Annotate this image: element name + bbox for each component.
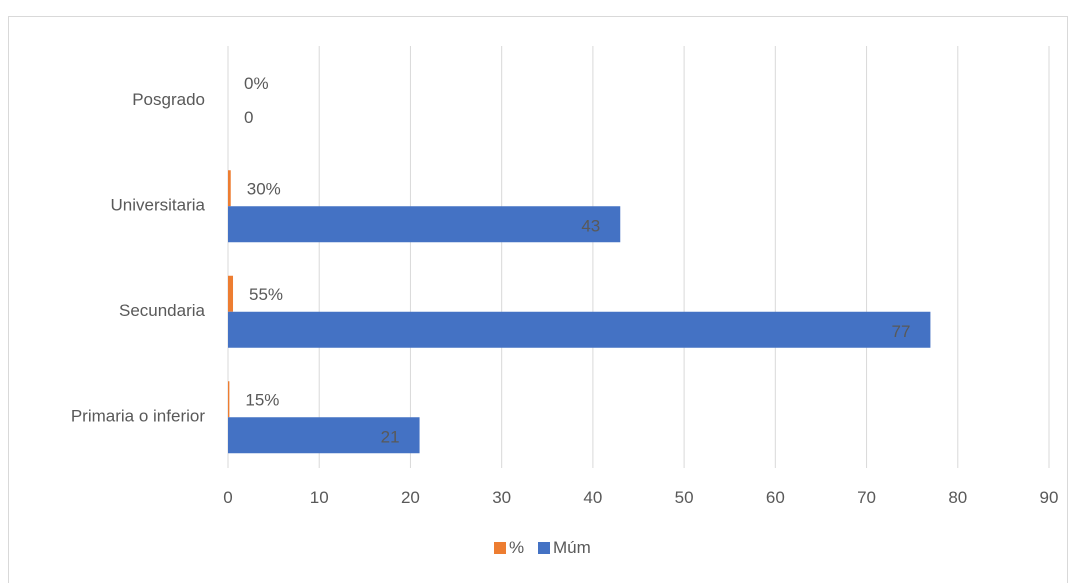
legend: % Múm xyxy=(494,538,591,557)
x-tick-label: 30 xyxy=(492,488,511,507)
x-tick-label: 80 xyxy=(948,488,967,507)
data-label-percent: 55% xyxy=(249,285,283,304)
category-label: Primaria o inferior xyxy=(71,406,205,425)
bar-count xyxy=(228,206,621,243)
x-tick-label: 10 xyxy=(310,488,329,507)
chart-frame xyxy=(8,16,1068,583)
bar-count xyxy=(228,311,931,348)
bars xyxy=(228,170,931,454)
gridlines xyxy=(227,46,1050,468)
bar-percent xyxy=(228,381,230,418)
data-label-percent: 15% xyxy=(245,390,279,409)
data-label-count: 0 xyxy=(244,108,253,127)
data-label-count: 77 xyxy=(891,322,910,341)
legend-swatch xyxy=(538,542,550,554)
category-label: Universitaria xyxy=(111,195,206,214)
x-tick-label: 60 xyxy=(766,488,785,507)
x-tick-label: 50 xyxy=(675,488,694,507)
legend-label: % xyxy=(509,538,524,557)
x-tick-label: 20 xyxy=(401,488,420,507)
bar-percent xyxy=(228,170,231,207)
category-label: Secundaria xyxy=(119,301,206,320)
x-tick-label: 0 xyxy=(223,488,232,507)
data-label-percent: 0% xyxy=(244,74,269,93)
data-label-percent: 30% xyxy=(247,179,281,198)
bar-count xyxy=(228,417,420,454)
x-tick-label: 70 xyxy=(857,488,876,507)
category-label: Posgrado xyxy=(132,90,205,109)
bar-percent xyxy=(228,275,234,312)
x-tick-label: 40 xyxy=(583,488,602,507)
data-label-count: 21 xyxy=(381,427,400,446)
data-labels: 15% 21 55% 77 30% 43 0% 0 xyxy=(244,74,910,447)
x-tick-label: 90 xyxy=(1040,488,1059,507)
legend-label: Múm xyxy=(553,538,591,557)
legend-swatch xyxy=(494,542,506,554)
data-label-count: 43 xyxy=(581,216,600,235)
axis-labels: 0 10 20 30 40 50 60 70 80 90 Primaria o inferior Se… xyxy=(71,90,1059,507)
